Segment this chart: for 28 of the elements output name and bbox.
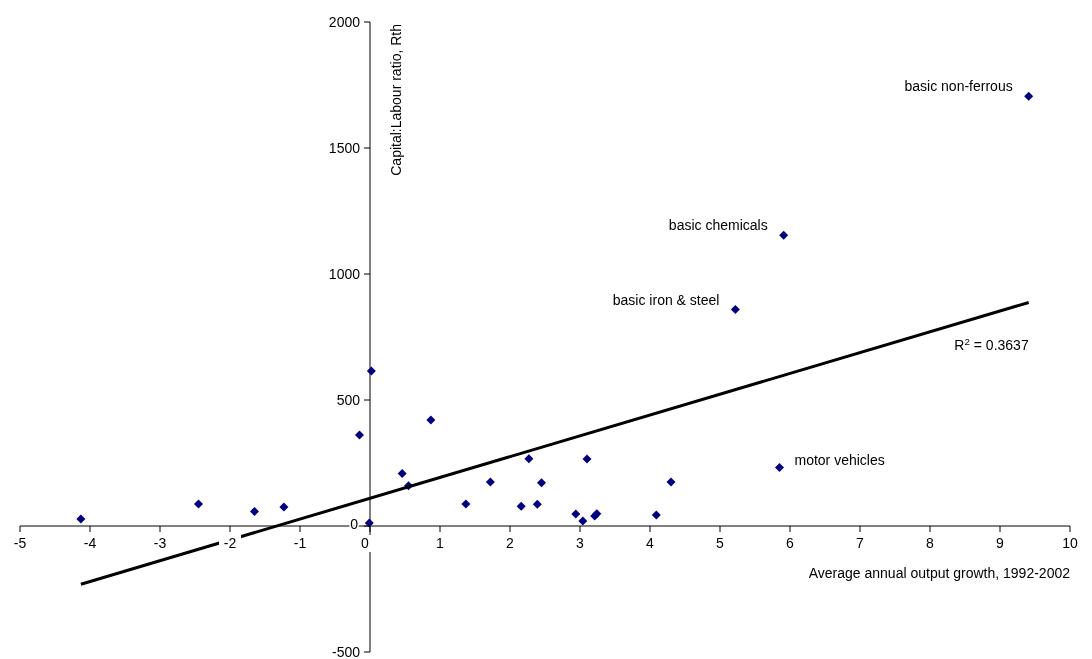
x-tick-label: 7 [856, 535, 865, 551]
x-tick-label: 2 [506, 535, 515, 551]
y-tick-label: 1000 [328, 266, 361, 282]
x-tick-label: -4 [83, 535, 97, 551]
x-tick-label: 9 [996, 535, 1005, 551]
x-tick-label: 4 [646, 535, 655, 551]
x-tick-label: 10 [1062, 535, 1078, 551]
x-tick-label: -5 [13, 535, 27, 551]
y-tick-label: 2000 [328, 14, 361, 30]
x-tick-label: -3 [153, 535, 167, 551]
y-tick-label: 500 [336, 392, 361, 408]
annotation: basic chemicals [668, 217, 768, 234]
x-tick-label: 6 [786, 535, 795, 551]
x-tick-label: -2 [223, 535, 237, 551]
x-axis-title: Average annual output growth, 1992-2002 [808, 565, 1071, 581]
annotation: R$^{2}$ = 0.3637 [954, 335, 1029, 354]
y-tick-label: 1500 [328, 140, 361, 156]
y-tick-label: 0 [350, 516, 359, 532]
x-tick-label: 3 [576, 535, 585, 551]
annotation: basic iron & steel [612, 291, 720, 308]
annotation: basic non-ferrous [904, 78, 1013, 95]
y-tick-label: -500 [331, 644, 361, 659]
x-tick-label: 5 [716, 535, 725, 551]
x-tick-label: -1 [293, 535, 307, 551]
y-axis-title: Capital:Labour ratio, Rth [388, 24, 404, 176]
x-tick-label: 1 [436, 535, 445, 551]
x-tick-label: 8 [926, 535, 935, 551]
annotation: motor vehicles [794, 451, 885, 468]
